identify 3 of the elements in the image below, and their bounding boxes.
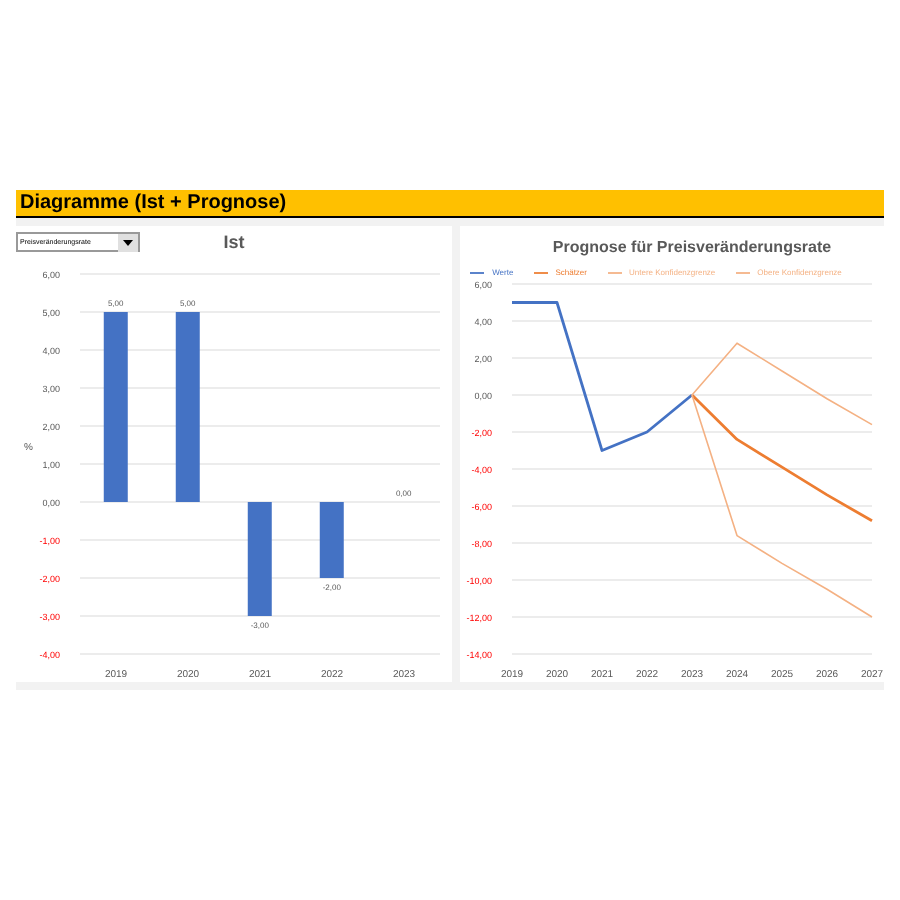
chart-title: Ist <box>223 232 245 252</box>
chart-title: Prognose für Preisveränderungsrate <box>550 238 834 256</box>
text: Diagramme (Ist + Prognose) <box>16 190 884 218</box>
